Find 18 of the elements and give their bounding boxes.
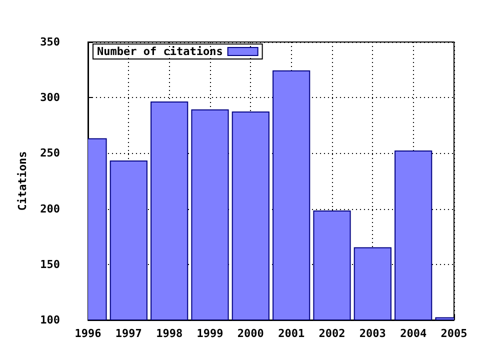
x-tick-label: 2004 bbox=[400, 327, 427, 340]
legend-label: Number of citations bbox=[96, 45, 223, 58]
y-tick-label: 150 bbox=[40, 258, 60, 271]
x-tick-label: 1996 bbox=[74, 327, 102, 340]
x-tick-label: 1998 bbox=[156, 327, 183, 340]
y-tick-label: 200 bbox=[40, 202, 60, 216]
x-tick-label: 2000 bbox=[237, 327, 264, 340]
x-tick-label: 2002 bbox=[318, 327, 346, 340]
x-tick-label: 1999 bbox=[196, 327, 224, 340]
y-axis-title: Citations bbox=[16, 151, 29, 211]
y-tick-label: 250 bbox=[40, 146, 60, 160]
x-tick-label: 2003 bbox=[359, 327, 386, 340]
x-tick-label: 2005 bbox=[440, 327, 468, 340]
x-tick-label: 1997 bbox=[115, 327, 142, 340]
x-tick-label: 2001 bbox=[278, 327, 305, 340]
y-tick-label: 300 bbox=[40, 91, 60, 104]
y-tick-label: 350 bbox=[40, 36, 60, 48]
y-tick-label: 100 bbox=[40, 314, 60, 326]
